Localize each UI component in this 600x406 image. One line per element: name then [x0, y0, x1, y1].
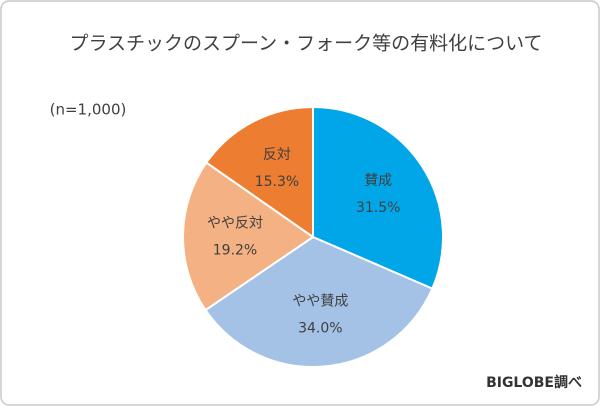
pie-slice [204, 235, 434, 368]
slice-value-label: 34.0% [298, 321, 342, 337]
slice-label: やや賛成 [292, 294, 348, 310]
sample-note: (n=1,000) [50, 101, 127, 119]
slice-label: 反対 [263, 147, 291, 163]
slice-value-label: 15.3% [255, 174, 299, 190]
pie-slice [182, 161, 315, 312]
slice-label: やや反対 [207, 216, 263, 232]
source-note: BIGLOBE調べ [486, 374, 582, 391]
slice-value-label: 19.2% [213, 243, 257, 259]
pie-slice [312, 105, 444, 290]
chart-title: プラスチックのスプーン・フォーク等の有料化について [69, 33, 542, 55]
slice-value-label: 31.5% [356, 200, 400, 216]
slice-label: 賛成 [364, 173, 392, 189]
pie-slice [205, 105, 314, 239]
